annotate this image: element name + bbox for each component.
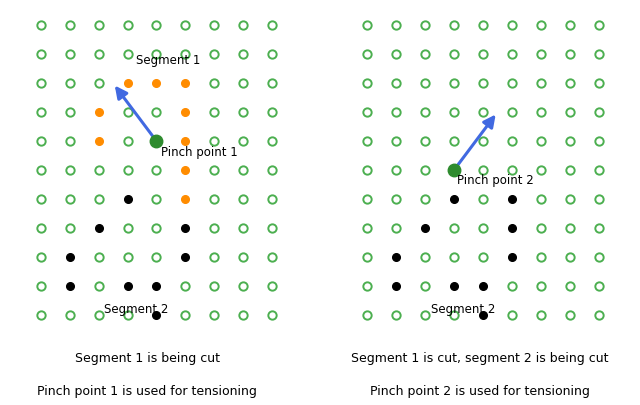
Text: Pinch point 2: Pinch point 2 [457,175,534,188]
Text: Pinch point 1: Pinch point 1 [161,145,237,158]
Text: Pinch point 1 is used for tensioning: Pinch point 1 is used for tensioning [37,385,257,398]
Text: Segment 1 is being cut: Segment 1 is being cut [75,352,220,365]
Text: Segment 1: Segment 1 [136,54,200,67]
Text: Segment 2: Segment 2 [431,303,495,316]
Text: Segment 1 is cut, segment 2 is being cut: Segment 1 is cut, segment 2 is being cut [351,352,609,365]
Text: Segment 2: Segment 2 [104,303,169,316]
Text: Pinch point 2 is used for tensioning: Pinch point 2 is used for tensioning [370,385,590,398]
